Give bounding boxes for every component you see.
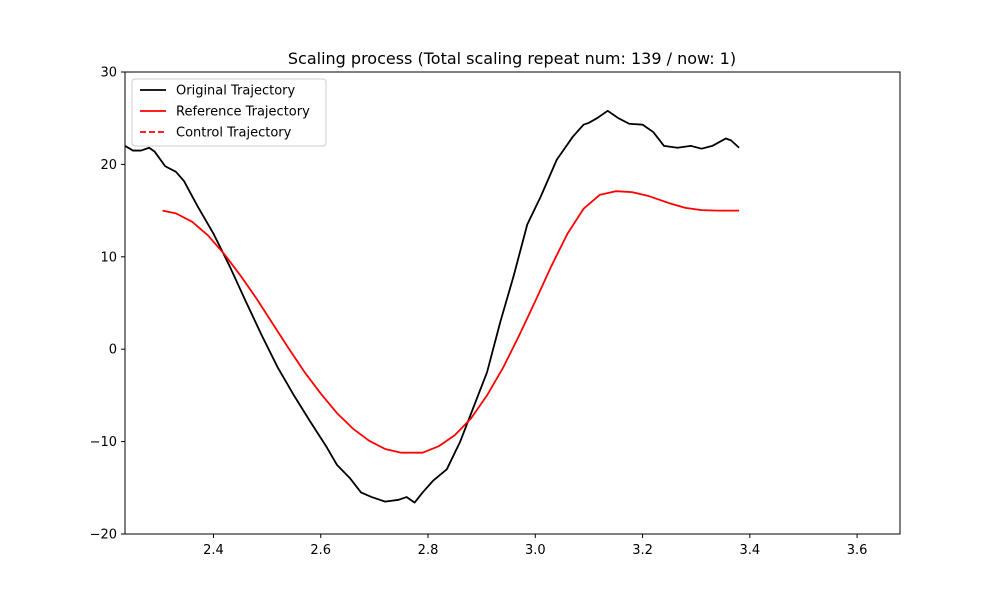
chart-title: Scaling process (Total scaling repeat nu… bbox=[288, 49, 736, 68]
x-tick-label: 2.6 bbox=[310, 543, 331, 558]
x-tick-label: 3.0 bbox=[525, 543, 546, 558]
y-tick-label: −20 bbox=[90, 528, 117, 543]
x-tick-label: 2.4 bbox=[203, 543, 224, 558]
legend-box bbox=[131, 78, 327, 147]
series-line-1 bbox=[125, 109, 740, 504]
legend-label-3: Control Trajectory bbox=[176, 126, 292, 141]
y-tick-label: 30 bbox=[100, 66, 117, 81]
y-tick-label: 10 bbox=[100, 250, 117, 265]
x-tick-label: 3.2 bbox=[632, 543, 653, 558]
axis-ticks: 2.4 2.6 2.8 3.0 3.2 3.4 3.6 30 20 10 0 −10 −20 bbox=[90, 66, 868, 559]
y-tick-label: 0 bbox=[109, 343, 117, 358]
x-tick-label: 2.8 bbox=[418, 543, 439, 558]
legend-label-2: Reference Trajectory bbox=[176, 105, 310, 120]
x-tick-label: 3.6 bbox=[847, 543, 868, 558]
legend-label-1: Original Trajectory bbox=[176, 84, 295, 99]
x-tick-label: 3.4 bbox=[739, 543, 760, 558]
plot-frame bbox=[124, 71, 901, 535]
y-tick-label: 20 bbox=[100, 158, 117, 173]
legend: Original Trajectory Reference Trajectory C… bbox=[131, 78, 327, 147]
series-layer bbox=[125, 109, 740, 504]
series-line-2 bbox=[162, 190, 740, 454]
y-tick-label: −10 bbox=[90, 435, 117, 450]
